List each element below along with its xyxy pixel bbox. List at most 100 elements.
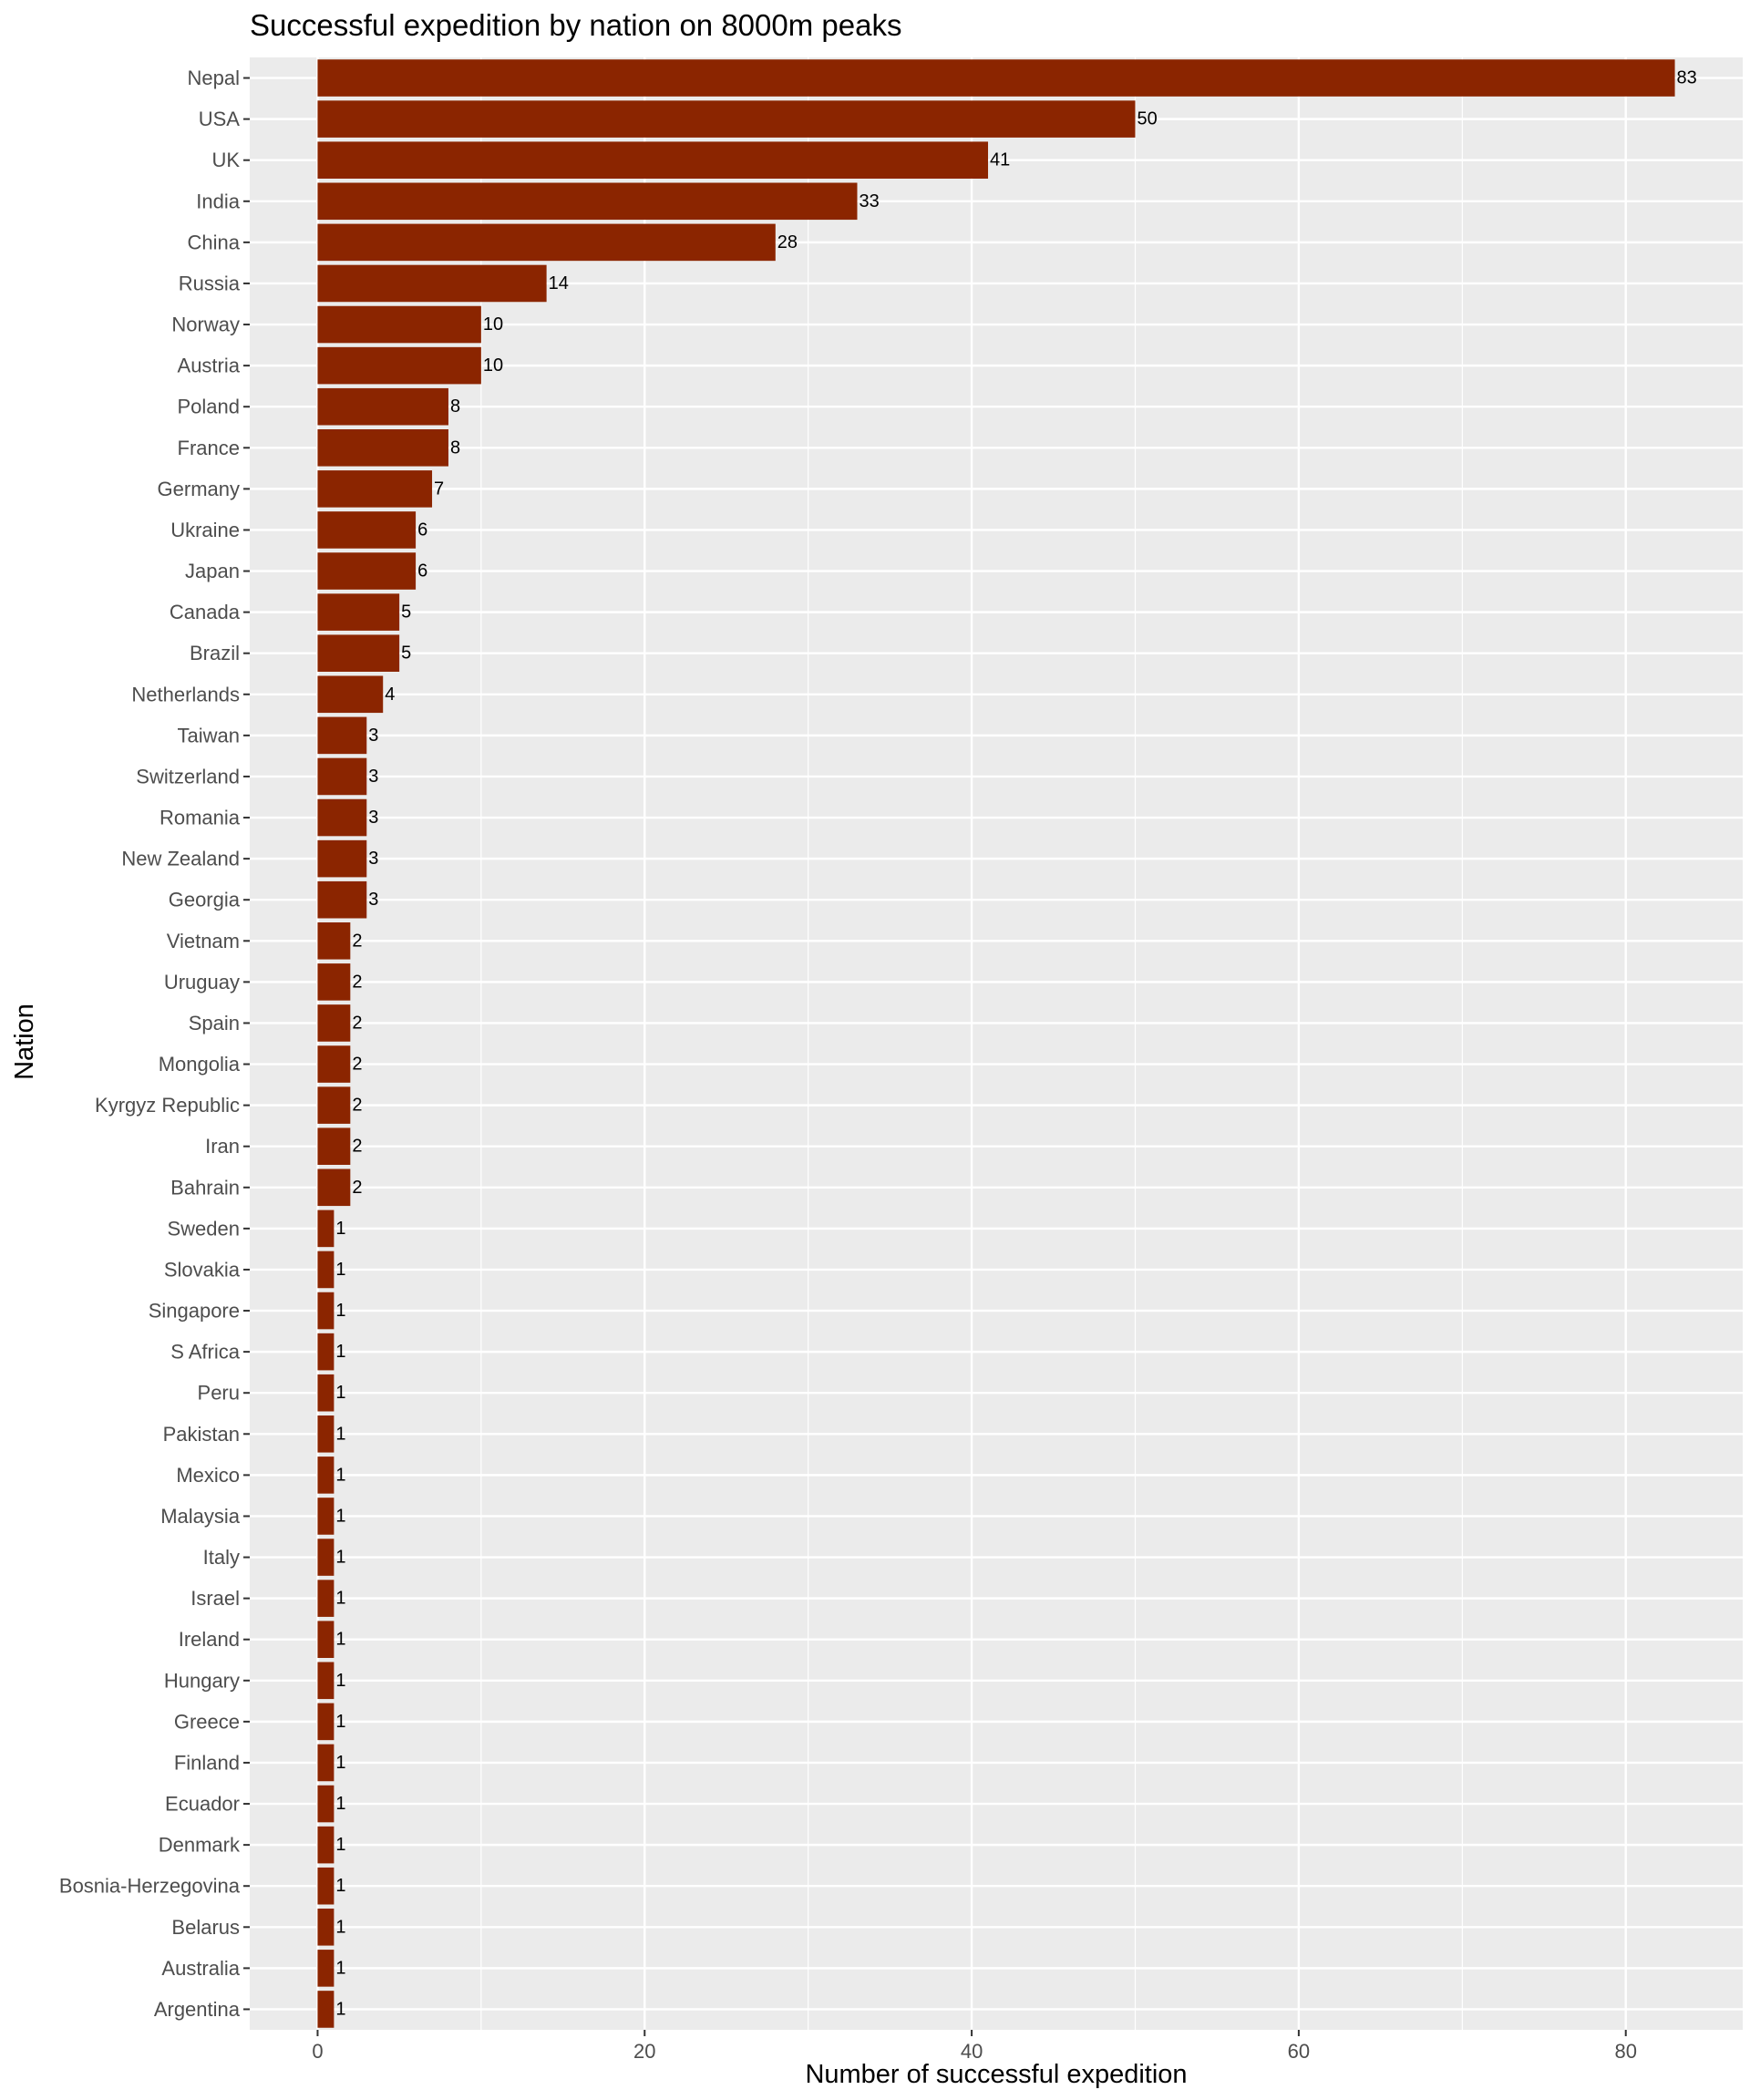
data-label: 3 — [368, 767, 378, 787]
x-axis-title: Number of successful expedition — [805, 2060, 1187, 2089]
y-tick-label: Hungary — [164, 1669, 240, 1692]
data-label: 2 — [352, 1013, 362, 1033]
y-tick-label: Belarus — [171, 1916, 240, 1939]
bar — [317, 1539, 335, 1576]
bar — [317, 1826, 335, 1864]
bar — [317, 1045, 351, 1083]
bar — [317, 757, 367, 796]
bar — [317, 1127, 351, 1165]
data-label: 8 — [450, 396, 460, 417]
bar — [317, 1374, 335, 1412]
bar — [317, 1909, 335, 1946]
data-label: 5 — [401, 643, 411, 664]
y-tick-label: Kyrgyz Republic — [95, 1094, 240, 1117]
y-tick-label: Malaysia — [160, 1505, 241, 1528]
bar — [317, 470, 433, 508]
bar — [317, 1004, 351, 1042]
data-label: 5 — [401, 602, 411, 623]
y-tick-label: Bahrain — [170, 1176, 240, 1199]
data-label: 4 — [385, 685, 395, 705]
y-tick-label: Mexico — [176, 1464, 240, 1487]
y-tick-label: Slovakia — [164, 1258, 241, 1281]
data-label: 14 — [549, 273, 569, 293]
data-label: 7 — [434, 479, 444, 499]
data-label: 1 — [335, 1589, 345, 1609]
data-label: 1 — [335, 1548, 345, 1568]
bar — [317, 963, 351, 1001]
y-tick-label: Israel — [190, 1587, 240, 1610]
bar — [317, 922, 351, 960]
y-tick-label: Spain — [189, 1012, 240, 1035]
y-tick-label: Russia — [179, 272, 241, 294]
bar — [317, 1333, 335, 1371]
y-tick-label: UK — [211, 149, 240, 171]
bar — [317, 1457, 335, 1494]
data-label: 1 — [335, 1301, 345, 1321]
data-label: 2 — [352, 972, 362, 992]
y-tick-label: Ecuador — [165, 1793, 240, 1816]
y-tick-label: Taiwan — [178, 724, 240, 746]
data-label: 1 — [335, 1465, 345, 1485]
y-tick-label: Denmark — [159, 1834, 241, 1857]
bar — [317, 880, 367, 919]
bar — [317, 1498, 335, 1535]
bar — [317, 716, 367, 755]
data-label: 1 — [335, 1876, 345, 1896]
data-label: 3 — [368, 890, 378, 910]
bar — [317, 1703, 335, 1741]
y-tick-label: Switzerland — [136, 765, 240, 788]
data-label: 1 — [335, 1671, 345, 1691]
bar — [317, 141, 989, 179]
data-label: 1 — [335, 1506, 345, 1526]
x-tick-label: 0 — [312, 2040, 323, 2063]
data-label: 2 — [352, 931, 362, 951]
bar — [317, 59, 1675, 97]
bar — [317, 1621, 335, 1658]
y-tick-label: Vietnam — [167, 930, 240, 952]
data-label: 3 — [368, 808, 378, 828]
y-tick-label: S Africa — [170, 1341, 241, 1364]
bar — [317, 429, 448, 467]
data-label: 1 — [335, 1219, 345, 1239]
data-label: 1 — [335, 1835, 345, 1855]
bar — [317, 182, 858, 221]
y-tick-label: Austria — [178, 355, 241, 377]
bar — [317, 1867, 335, 1905]
y-tick-label: Romania — [160, 807, 241, 829]
y-tick-label: Peru — [198, 1382, 240, 1405]
y-tick-label: Japan — [185, 560, 240, 582]
y-tick-label: Uruguay — [164, 971, 240, 993]
data-label: 33 — [860, 191, 880, 211]
bar — [317, 264, 547, 303]
y-tick-label: New Zealand — [121, 848, 240, 870]
y-tick-label: Australia — [161, 1957, 240, 1980]
x-tick-label: 80 — [1614, 2040, 1636, 2063]
y-tick-label: Singapore — [149, 1300, 240, 1323]
minor-gridlines — [480, 57, 1463, 2030]
data-label: 6 — [417, 561, 427, 582]
bar — [317, 839, 367, 878]
y-tick-label: Ukraine — [170, 519, 240, 541]
y-axis-title: Nation — [10, 1004, 39, 1080]
bar — [317, 1744, 335, 1782]
y-tick-label: Poland — [177, 396, 240, 418]
y-tick-label: Greece — [174, 1710, 240, 1733]
data-label: 1 — [335, 1712, 345, 1732]
bar — [317, 100, 1136, 138]
bar — [317, 634, 400, 672]
data-label: 1 — [335, 1424, 345, 1444]
data-label: 83 — [1677, 68, 1697, 88]
data-label: 3 — [368, 726, 378, 746]
y-tick-label: Norway — [171, 314, 240, 336]
x-tick-label: 60 — [1288, 2040, 1310, 2063]
y-tick-label: Germany — [158, 478, 240, 500]
bar — [317, 223, 776, 262]
data-label: 1 — [335, 1999, 345, 2019]
bar — [317, 552, 417, 590]
data-label: 1 — [335, 1383, 345, 1403]
bar — [317, 1168, 351, 1207]
bar — [317, 1086, 351, 1124]
bars — [317, 59, 1675, 2028]
data-label: 50 — [1137, 109, 1157, 129]
y-tick-label: Finland — [174, 1751, 240, 1774]
